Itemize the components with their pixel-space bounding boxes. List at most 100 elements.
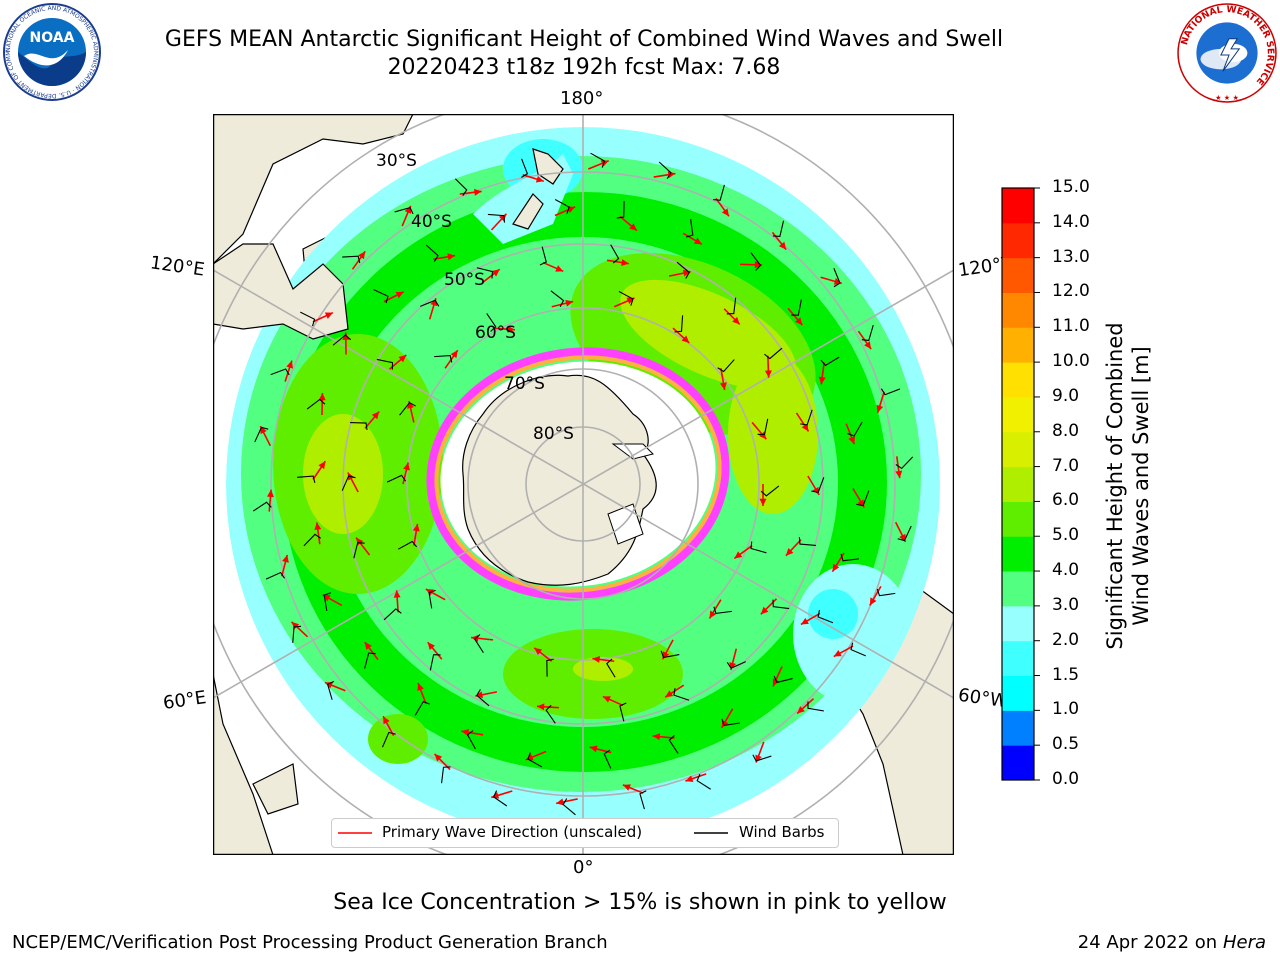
wind-barb bbox=[773, 675, 793, 684]
wind-barb bbox=[590, 152, 606, 168]
wind-barb bbox=[434, 355, 453, 363]
wave-arrow-head bbox=[721, 208, 729, 217]
wind-barb bbox=[618, 290, 634, 306]
wind-barb bbox=[880, 388, 901, 396]
colorbar-segment bbox=[1002, 675, 1034, 711]
colorbar-segment bbox=[1002, 222, 1034, 259]
colorbar-segment bbox=[1002, 327, 1034, 363]
wave-arrow-head bbox=[869, 597, 877, 606]
wind-barb bbox=[466, 730, 476, 750]
wave-arrow-head bbox=[358, 251, 366, 260]
wave-arrow-head bbox=[709, 610, 717, 619]
wave-arrow-head bbox=[417, 683, 424, 692]
wind-barb bbox=[856, 490, 870, 507]
wave-arrow-head bbox=[491, 269, 500, 277]
wave-arrow-head bbox=[266, 489, 274, 498]
wind-barb bbox=[639, 790, 647, 810]
wind-barb bbox=[364, 652, 376, 669]
lon-label-180: 180° bbox=[560, 88, 604, 109]
wave-arrow-head bbox=[876, 404, 884, 413]
wave-arrow-head bbox=[535, 175, 544, 183]
wind-barb bbox=[610, 244, 620, 264]
wind-barb bbox=[726, 661, 746, 669]
wind-barb bbox=[668, 735, 679, 754]
wave-arrow-head bbox=[795, 317, 803, 326]
colorbar-segment bbox=[1002, 640, 1034, 677]
colorbar-segment bbox=[1002, 466, 1034, 502]
graticule bbox=[213, 114, 954, 855]
wind-barb bbox=[376, 358, 394, 370]
wave-arrow-head bbox=[318, 393, 326, 401]
wave-arrow-head bbox=[556, 798, 564, 806]
wind-barb bbox=[619, 702, 627, 722]
noaa-logo-text: NOAA bbox=[30, 30, 75, 46]
wind-barb bbox=[606, 658, 616, 678]
wind-barb bbox=[546, 658, 554, 677]
wind-barb bbox=[429, 654, 441, 671]
wind-barb bbox=[265, 571, 286, 580]
colorbar-tick-label: 1.5 bbox=[1052, 664, 1080, 685]
wind-barb bbox=[750, 541, 767, 554]
wind-barb bbox=[398, 540, 418, 550]
wave-arrow-head bbox=[371, 411, 380, 420]
wave-arrow-head bbox=[772, 678, 780, 687]
colorbar-tick-label: 7.0 bbox=[1052, 455, 1080, 476]
wind-barb bbox=[676, 261, 690, 279]
wave-arrow-head bbox=[395, 291, 404, 299]
legend-wave-swatch bbox=[338, 832, 372, 834]
wind-barb bbox=[660, 650, 680, 659]
land-antarctica bbox=[462, 374, 657, 586]
wind-barb bbox=[726, 297, 737, 315]
noaa-logo: NATIONAL OCEANIC AND ATMOSPHERIC ADMINIS… bbox=[2, 2, 101, 101]
legend: Primary Wave Direction (unscaled) Wind B… bbox=[331, 818, 839, 848]
colorbar bbox=[1001, 187, 1040, 781]
colorbar-tick-label: 12.0 bbox=[1052, 281, 1090, 302]
wave-arrow-head bbox=[864, 341, 872, 350]
legend-wave-label: Primary Wave Direction (unscaled) bbox=[382, 823, 643, 841]
wave-arrow-head bbox=[589, 745, 598, 753]
wave-arrow-head bbox=[848, 436, 855, 445]
wave-arrow-head bbox=[652, 733, 661, 741]
wave-arrow-head bbox=[565, 299, 574, 307]
wave-arrow-head bbox=[364, 642, 372, 650]
wind-barb bbox=[353, 542, 365, 559]
chart-subtitle: 20220423 t18z 192h fcst Max: 7.68 bbox=[387, 55, 781, 80]
wind-barb bbox=[850, 642, 866, 657]
lon-label-60e: 60°E bbox=[161, 687, 208, 714]
wind-barb bbox=[527, 752, 543, 768]
wave-arrow-head bbox=[818, 376, 826, 385]
wave-arrow-head bbox=[412, 523, 420, 532]
colorbar-segment bbox=[1002, 188, 1034, 224]
lat-label-70s: 70°S bbox=[504, 374, 545, 394]
lat-label-50s: 50°S bbox=[444, 270, 485, 290]
wind-barb bbox=[420, 299, 440, 307]
wind-barb bbox=[791, 299, 802, 316]
wave-arrow-head bbox=[260, 426, 267, 435]
colorbar-segment bbox=[1002, 605, 1034, 642]
lon-label-0: 0° bbox=[573, 857, 594, 878]
wind-barb bbox=[323, 592, 331, 611]
wave-arrow-head bbox=[450, 350, 458, 359]
wave-arrow-head bbox=[681, 335, 690, 343]
colorbar-tick-label: 10.0 bbox=[1052, 351, 1090, 372]
colorbar-label: Significant Height of Combined Wind Wave… bbox=[1103, 322, 1153, 650]
wave-arrow-head bbox=[592, 656, 600, 663]
wave-arrow-head bbox=[719, 382, 727, 390]
colorbar-tick-label: 1.0 bbox=[1052, 699, 1080, 720]
polar-map bbox=[213, 114, 954, 855]
wind-barb bbox=[713, 606, 732, 614]
colorbar-segment bbox=[1002, 257, 1034, 293]
wave-arrow-head bbox=[602, 696, 611, 703]
wave-arrow-head bbox=[393, 590, 401, 598]
wind-barb bbox=[350, 421, 368, 431]
wave-arrow-head bbox=[434, 753, 443, 762]
wave-arrow-head bbox=[461, 728, 470, 736]
colorbar-segment bbox=[1002, 501, 1034, 537]
wind-barb bbox=[811, 477, 825, 493]
wind-barb bbox=[817, 609, 834, 624]
wave-arrow-head bbox=[286, 360, 293, 369]
wave-arrow-head bbox=[895, 470, 903, 479]
wave-arrow-head bbox=[427, 642, 435, 651]
wave-arrow-head bbox=[760, 606, 769, 615]
legend-barb-label: Wind Barbs bbox=[739, 823, 825, 841]
